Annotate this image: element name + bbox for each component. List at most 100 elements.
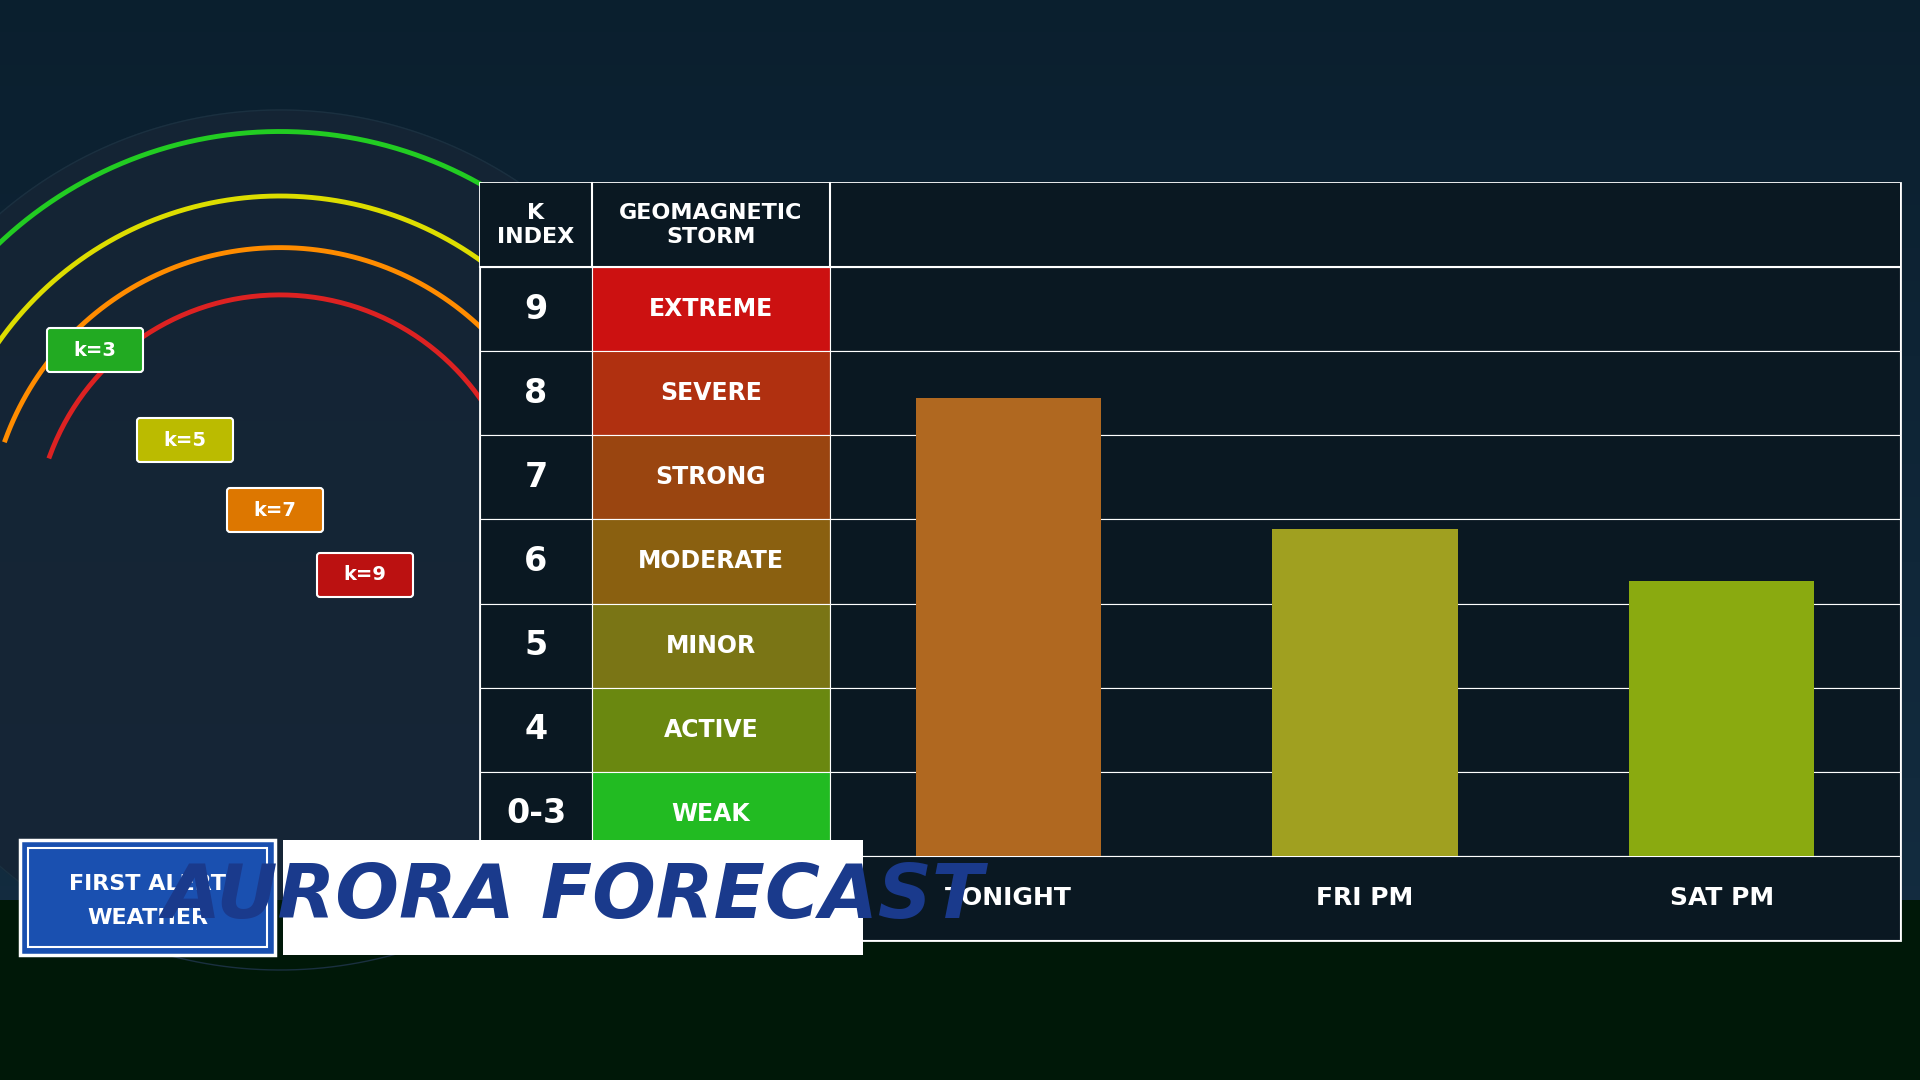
Bar [0, 734, 1920, 745]
Bar [0, 508, 1920, 518]
Text: 6: 6 [524, 545, 547, 578]
Bar [591, 772, 829, 855]
Bar [916, 397, 1100, 855]
Bar [0, 335, 1920, 346]
Bar [591, 855, 829, 940]
Bar [0, 238, 1920, 248]
Bar [0, 76, 1920, 86]
Bar [0, 562, 1920, 572]
Bar [0, 248, 1920, 259]
Bar [591, 688, 829, 772]
Bar [0, 486, 1920, 497]
Bar [0, 551, 1920, 562]
Text: 8: 8 [524, 377, 547, 409]
Bar [0, 410, 1920, 421]
Bar [0, 691, 1920, 702]
Bar [591, 351, 829, 435]
Bar [0, 583, 1920, 594]
Bar [0, 648, 1920, 659]
Bar [282, 840, 862, 955]
Bar [829, 435, 1901, 519]
Bar [0, 108, 1920, 119]
FancyBboxPatch shape [227, 488, 323, 532]
Bar [1628, 581, 1814, 855]
Bar [0, 421, 1920, 432]
Text: k=9: k=9 [344, 566, 386, 584]
Bar [0, 1037, 1920, 1048]
Bar [19, 840, 275, 955]
Bar [0, 900, 1920, 1080]
Bar [480, 855, 591, 940]
Bar [0, 32, 1920, 43]
Bar [0, 994, 1920, 1004]
Bar [0, 540, 1920, 551]
Text: ACTIVE: ACTIVE [664, 718, 758, 742]
Bar [591, 267, 829, 351]
Bar [0, 1058, 1920, 1069]
Bar [0, 54, 1920, 65]
Bar [0, 194, 1920, 205]
Bar [0, 832, 1920, 842]
Text: K
INDEX: K INDEX [497, 203, 574, 247]
Bar [0, 1004, 1920, 1015]
Bar [0, 983, 1920, 994]
Bar [0, 184, 1920, 194]
Text: WEAK: WEAK [672, 801, 751, 826]
Bar [0, 896, 1920, 907]
Bar [0, 130, 1920, 140]
Bar [591, 604, 829, 688]
Bar [0, 151, 1920, 162]
Bar [0, 97, 1920, 108]
Text: MODERATE: MODERATE [637, 550, 783, 573]
Bar [0, 324, 1920, 335]
Bar [0, 788, 1920, 799]
Bar [0, 605, 1920, 616]
Polygon shape [0, 110, 710, 970]
Bar [480, 604, 591, 688]
FancyBboxPatch shape [46, 328, 142, 372]
Bar [0, 529, 1920, 540]
Bar [0, 767, 1920, 778]
Text: EXTREME: EXTREME [649, 297, 774, 321]
Bar [0, 1069, 1920, 1080]
Bar [0, 270, 1920, 281]
Bar [480, 688, 591, 772]
Bar [0, 940, 1920, 950]
Bar [829, 351, 1901, 435]
Bar [0, 637, 1920, 648]
Bar [0, 864, 1920, 875]
Text: 5: 5 [524, 630, 547, 662]
Bar [0, 702, 1920, 713]
Text: FIRST ALERT: FIRST ALERT [69, 874, 227, 894]
Bar [0, 86, 1920, 97]
Bar [0, 670, 1920, 680]
Bar [480, 351, 591, 435]
Bar [0, 346, 1920, 356]
Bar [0, 65, 1920, 76]
Bar [480, 183, 1901, 940]
Bar [0, 302, 1920, 313]
Bar [0, 929, 1920, 940]
Bar [0, 659, 1920, 670]
Bar [1273, 529, 1457, 855]
Bar [0, 22, 1920, 32]
Bar [0, 227, 1920, 238]
Text: MINOR: MINOR [666, 634, 756, 658]
Bar [480, 267, 591, 351]
Bar [0, 961, 1920, 972]
Text: WEATHER: WEATHER [86, 908, 207, 928]
Bar [0, 907, 1920, 918]
Bar [29, 848, 267, 947]
Bar [0, 821, 1920, 832]
Bar [0, 389, 1920, 400]
Bar [0, 140, 1920, 151]
Text: SAT PM: SAT PM [1670, 886, 1774, 910]
Bar [0, 886, 1920, 896]
Bar [0, 1026, 1920, 1037]
Bar [591, 519, 829, 604]
Bar [0, 972, 1920, 983]
Bar [480, 772, 591, 855]
Bar [0, 594, 1920, 605]
Text: k=3: k=3 [73, 340, 117, 360]
Bar [829, 772, 1901, 855]
